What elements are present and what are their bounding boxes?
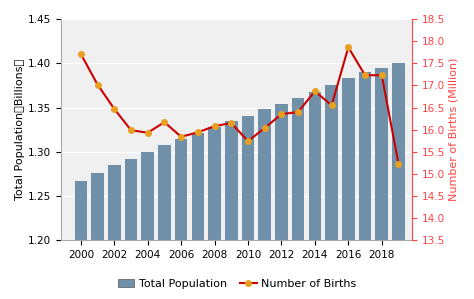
Bar: [141, 152, 154, 299]
Number of Births: [379, 74, 384, 77]
Bar: [108, 165, 120, 299]
Number of Births: [279, 112, 284, 116]
Number of Births: [329, 103, 335, 107]
Number of Births: [396, 162, 401, 166]
Number of Births: [362, 74, 368, 77]
Number of Births: [95, 83, 100, 86]
Bar: [74, 181, 87, 299]
Number of Births: [262, 126, 267, 130]
Bar: [91, 173, 104, 299]
Bar: [258, 109, 271, 299]
Bar: [242, 115, 254, 299]
Bar: [191, 133, 204, 299]
Number of Births: [212, 124, 218, 128]
Bar: [309, 91, 321, 299]
Number of Births: [245, 139, 251, 143]
Bar: [225, 121, 237, 299]
Bar: [208, 127, 221, 299]
Number of Births: [228, 121, 234, 125]
Bar: [359, 72, 371, 299]
Bar: [392, 63, 405, 299]
Bar: [375, 68, 388, 299]
Number of Births: [162, 120, 167, 124]
Number of Births: [145, 131, 151, 135]
Bar: [275, 104, 288, 299]
Number of Births: [128, 128, 134, 132]
Bar: [325, 86, 338, 299]
Number of Births: [295, 110, 301, 114]
Bar: [292, 98, 304, 299]
Number of Births: [346, 45, 351, 49]
Number of Births: [78, 52, 83, 56]
Number of Births: [178, 135, 184, 138]
Bar: [125, 159, 137, 299]
Bar: [175, 139, 187, 299]
Number of Births: [195, 131, 201, 134]
Y-axis label: Total Population（Billions）: Total Population（Billions）: [15, 59, 25, 200]
Number of Births: [111, 107, 117, 111]
Line: Number of Births: Number of Births: [78, 45, 401, 167]
Y-axis label: Number of Births (Million): Number of Births (Million): [449, 58, 459, 202]
Number of Births: [312, 89, 318, 93]
Bar: [342, 78, 355, 299]
Bar: [158, 145, 171, 299]
Legend: Total Population, Number of Births: Total Population, Number of Births: [113, 274, 361, 293]
